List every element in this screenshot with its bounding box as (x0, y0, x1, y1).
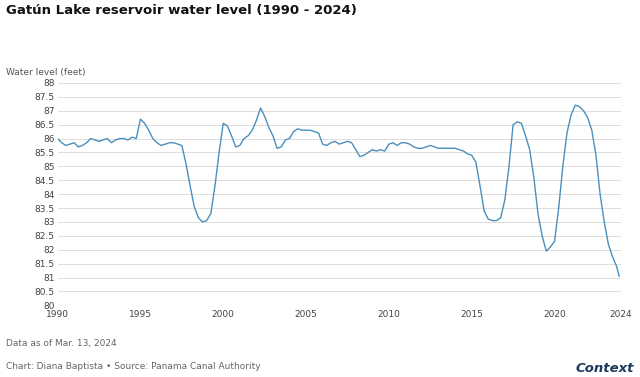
Text: Data as of Mar. 13, 2024: Data as of Mar. 13, 2024 (6, 339, 117, 348)
Text: Water level (feet): Water level (feet) (6, 68, 86, 77)
Text: Context: Context (575, 362, 634, 375)
Text: Gatún Lake reservoir water level (1990 - 2024): Gatún Lake reservoir water level (1990 -… (6, 4, 357, 17)
Text: Chart: Diana Baptista • Source: Panama Canal Authority: Chart: Diana Baptista • Source: Panama C… (6, 362, 261, 371)
